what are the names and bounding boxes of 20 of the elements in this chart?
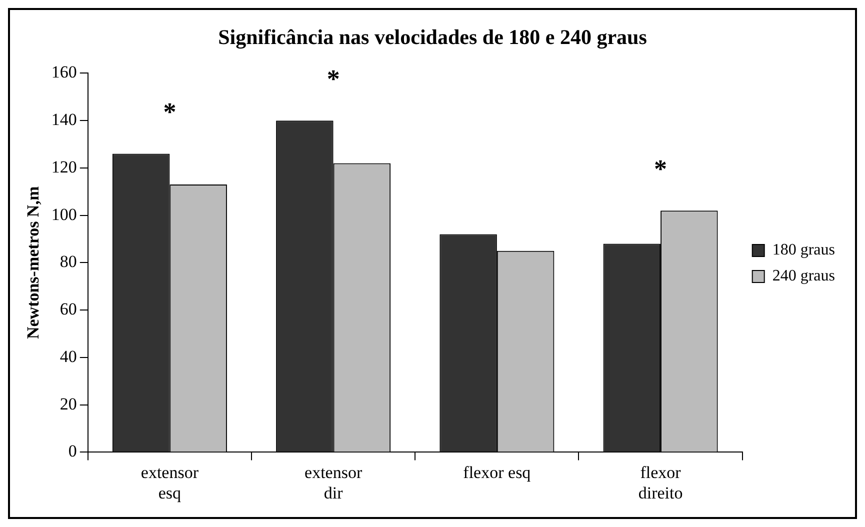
legend-label: 180 graus [772,242,835,259]
annotation: * [326,64,340,94]
y-tick-label: 60 [60,300,77,319]
annotation: * [163,97,176,126]
y-tick-label: 140 [51,110,77,130]
x-tick-label: extensor dir [304,462,362,502]
x-tick-label: extensor esq [140,462,199,502]
annotation: * [654,154,668,184]
y-tick-label: 160 [51,62,77,82]
y-tick-label: 100 [51,204,77,224]
y-tick-label: 120 [51,157,77,176]
x-tick-label: flexor direito [638,462,683,502]
x-tick-label: flexor esq [463,462,532,482]
y-axis-title: Newtons-metros N,m [24,186,43,340]
legend-label: 240 graus [772,268,835,285]
y-tick-label: 20 [60,394,77,414]
y-tick-label: 0 [68,442,77,461]
y-tick-label: 40 [60,346,77,366]
y-tick-label: 80 [60,252,77,272]
chart-title: Significância nas velocidades de 180 e 240 graus [218,25,647,50]
